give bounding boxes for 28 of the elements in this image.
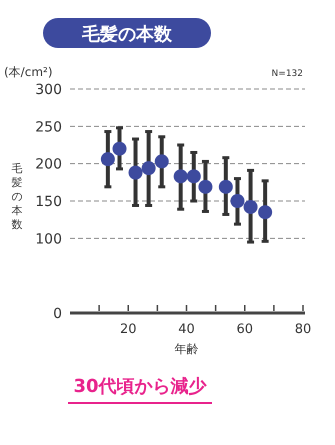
text: 30代頃から減少 bbox=[73, 376, 208, 397]
point bbox=[258, 205, 272, 220]
y-axis-title: 毛髪の本数 bbox=[12, 162, 22, 231]
point bbox=[142, 161, 156, 176]
x-tick-label: 80 bbox=[294, 322, 312, 337]
y-tick-label: 300 bbox=[35, 82, 62, 98]
text: (本/cm²) bbox=[4, 65, 53, 79]
y-tick-label: 100 bbox=[35, 231, 62, 248]
x-tick-label: 60 bbox=[236, 322, 254, 337]
point bbox=[112, 142, 127, 156]
point bbox=[218, 180, 233, 194]
y-tick-label: 200 bbox=[35, 156, 62, 173]
text: N=132 bbox=[272, 69, 303, 79]
point bbox=[186, 169, 201, 184]
chart-title: 毛髪の本数 bbox=[81, 24, 173, 45]
point bbox=[128, 166, 143, 180]
point bbox=[154, 154, 169, 168]
point bbox=[100, 152, 115, 166]
y-tick-label: 0 bbox=[53, 306, 62, 322]
point bbox=[174, 169, 188, 184]
x-tick-label: 40 bbox=[178, 322, 195, 337]
point bbox=[244, 200, 258, 214]
point bbox=[230, 194, 244, 208]
x-axis-title: 年齢 bbox=[174, 342, 198, 356]
y-tick-label: 150 bbox=[35, 194, 62, 210]
x-tick-label: 20 bbox=[120, 322, 137, 337]
point bbox=[198, 180, 212, 194]
y-tick-label: 250 bbox=[35, 119, 62, 136]
